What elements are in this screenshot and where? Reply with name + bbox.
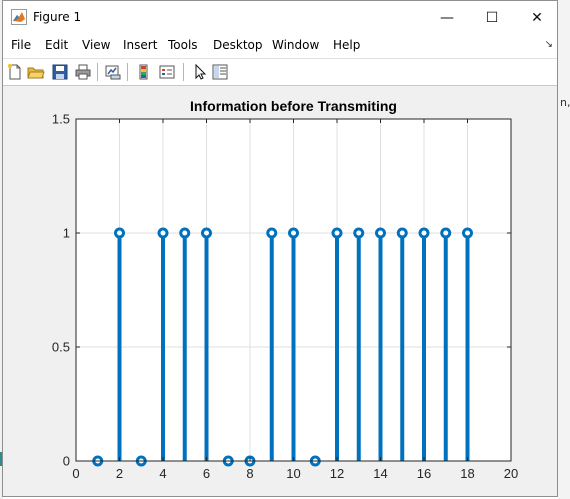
figure-canvas[interactable]: 0 2 4 6 8 10 12 14 16 18 20 0 0.5 1 1.5 Information be…	[3, 86, 557, 496]
desktop-background-left	[0, 0, 3, 499]
menu-insert[interactable]: Insert	[123, 38, 158, 52]
desktop-background-right	[558, 0, 570, 499]
menu-help[interactable]: Help	[333, 38, 361, 52]
maximize-button[interactable]: ☐	[470, 1, 514, 34]
menu-bar: File Edit View Insert Tools Desktop Wind…	[3, 34, 557, 59]
open-file-icon[interactable]	[27, 63, 45, 81]
minimize-button[interactable]: —	[425, 1, 469, 34]
close-button[interactable]: ✕	[515, 1, 559, 34]
figure-window: Figure 1 — ☐ ✕ File Edit View Insert Too…	[2, 0, 558, 497]
close-icon: ✕	[531, 9, 543, 26]
x-tick-label: 2	[116, 466, 123, 481]
menu-view[interactable]: View	[82, 38, 111, 52]
stem-marker	[353, 227, 365, 239]
window-title: Figure 1	[33, 10, 82, 24]
toolbar-separator	[97, 63, 98, 81]
y-tick-label: 1.5	[52, 112, 70, 127]
stem-series	[92, 227, 473, 467]
chart-title: Information before Transmiting	[190, 98, 397, 114]
stem-marker	[266, 227, 278, 239]
stem-marker	[396, 227, 408, 239]
background-window-text: n,	[560, 96, 570, 109]
menu-window[interactable]: Window	[272, 38, 320, 52]
property-editor-icon[interactable]	[211, 63, 229, 81]
matlab-icon	[11, 9, 27, 25]
x-tick-label: 10	[286, 466, 300, 481]
tick-marks	[75, 118, 512, 462]
x-tick-label: 14	[373, 466, 387, 481]
stem-marker	[157, 227, 169, 239]
menu-tools[interactable]: Tools	[168, 38, 198, 52]
y-tick-label: 1	[63, 226, 70, 241]
link-plot-icon[interactable]	[104, 63, 122, 81]
figure-toolbar	[3, 59, 557, 86]
x-tick-label: 12	[330, 466, 344, 481]
y-tick-label: 0.5	[52, 340, 70, 355]
stem-marker	[288, 227, 299, 239]
new-figure-icon[interactable]	[6, 63, 24, 81]
x-tick-label: 8	[246, 466, 253, 481]
menu-file[interactable]: File	[11, 38, 32, 52]
x-tick-label: 18	[460, 466, 474, 481]
minimize-icon: —	[440, 9, 454, 26]
x-tick-label: 6	[203, 466, 210, 481]
stem-marker	[375, 227, 386, 239]
tick-labels: 0 2 4 6 8 10 12 14 16 18 20 0 0.5 1 1.5	[52, 112, 518, 482]
toolbar-separator	[127, 63, 128, 81]
stem-marker	[201, 227, 212, 239]
stem-marker	[418, 227, 430, 239]
x-tick-label: 16	[417, 466, 431, 481]
stem-marker	[179, 227, 191, 239]
print-icon[interactable]	[74, 63, 92, 81]
legend-icon[interactable]	[158, 63, 176, 81]
stem-marker	[331, 227, 343, 239]
stem-marker	[440, 227, 452, 239]
colorbar-icon[interactable]	[135, 63, 153, 81]
save-icon[interactable]	[51, 63, 69, 81]
pointer-icon[interactable]	[191, 63, 209, 81]
desktop-background-accent	[0, 452, 3, 466]
menu-overflow-icon[interactable]: ↘	[544, 39, 553, 50]
menu-desktop[interactable]: Desktop	[213, 38, 263, 52]
toolbar-separator	[183, 63, 184, 81]
stem-chart[interactable]: 0 2 4 6 8 10 12 14 16 18 20 0 0.5 1 1.5 Information be…	[3, 86, 557, 496]
x-tick-label: 4	[159, 466, 166, 481]
maximize-icon: ☐	[485, 9, 499, 26]
stem-marker	[462, 227, 473, 239]
x-tick-label: 0	[72, 466, 79, 481]
stem-marker	[114, 227, 125, 239]
x-tick-label: 20	[504, 466, 518, 481]
menu-edit[interactable]: Edit	[45, 38, 69, 52]
y-tick-label: 0	[63, 454, 70, 469]
title-bar[interactable]: Figure 1 — ☐ ✕	[3, 1, 557, 34]
